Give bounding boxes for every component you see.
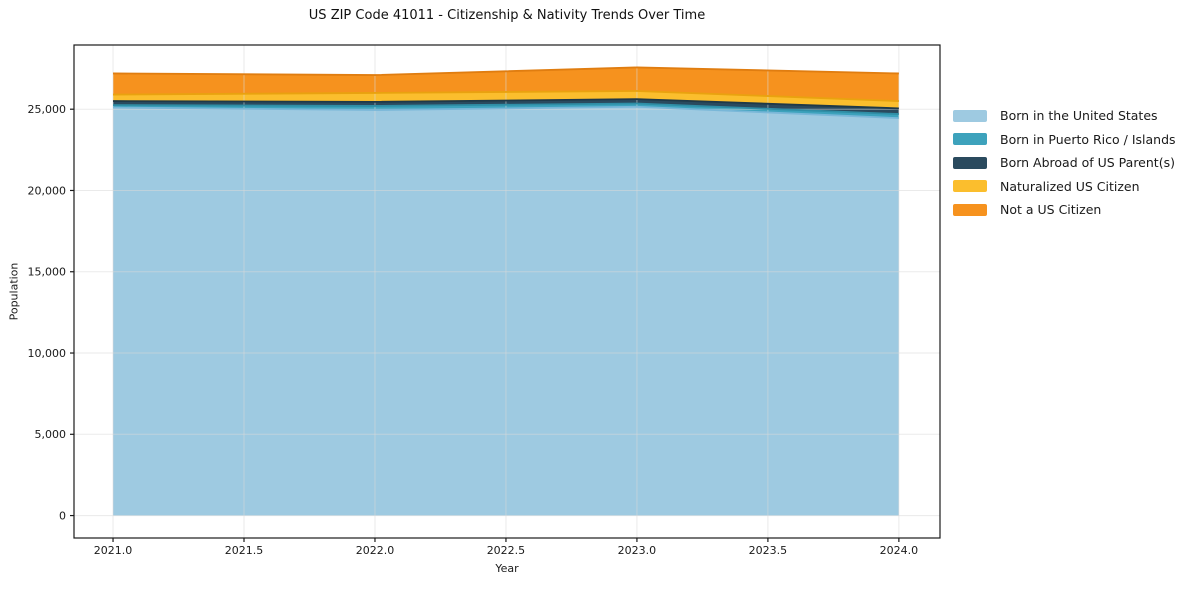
y-tick-label: 20,000 bbox=[28, 184, 67, 197]
x-tick-label: 2024.0 bbox=[880, 544, 919, 557]
legend-item: Naturalized US Citizen bbox=[953, 175, 1176, 199]
legend-swatch bbox=[953, 156, 987, 169]
y-tick-label: 10,000 bbox=[28, 347, 67, 360]
y-axis-label: Population bbox=[7, 262, 21, 321]
legend-label: Born in the United States bbox=[1000, 108, 1158, 124]
plot-spines bbox=[73, 44, 941, 539]
x-tick-label: 2023.0 bbox=[618, 544, 657, 557]
y-tick-label: 5,000 bbox=[35, 428, 67, 441]
area-edge-line bbox=[113, 98, 899, 110]
x-axis-label: Year bbox=[495, 562, 519, 575]
y-tick-label: 0 bbox=[59, 509, 66, 522]
legend-item: Born in Puerto Rico / Islands bbox=[953, 128, 1176, 152]
y-tick-label: 25,000 bbox=[28, 103, 67, 116]
legend-label: Not a US Citizen bbox=[1000, 202, 1102, 218]
area-edge-line bbox=[113, 105, 899, 120]
area-edge-line bbox=[113, 66, 899, 76]
legend-label: Naturalized US Citizen bbox=[1000, 178, 1140, 194]
legend-swatch bbox=[953, 109, 987, 122]
x-tick-label: 2022.0 bbox=[356, 544, 395, 557]
legend-item: Born in the United States bbox=[953, 104, 1176, 128]
legend-swatch bbox=[953, 133, 987, 146]
area-layer bbox=[113, 103, 899, 119]
y-tick-label: 15,000 bbox=[28, 266, 67, 279]
legend: Born in the United States Born in Puerto… bbox=[953, 104, 1176, 222]
chart-title: US ZIP Code 41011 - Citizenship & Nativi… bbox=[308, 8, 706, 23]
x-tick-label: 2023.5 bbox=[749, 544, 788, 557]
area-edge-line bbox=[113, 90, 899, 102]
x-tick-label: 2021.5 bbox=[225, 544, 264, 557]
area-layer bbox=[113, 99, 899, 115]
legend-item: Not a US Citizen bbox=[953, 198, 1176, 222]
legend-item: Born Abroad of US Parent(s) bbox=[953, 151, 1176, 175]
legend-swatch bbox=[953, 180, 987, 193]
legend-swatch bbox=[953, 203, 987, 216]
x-tick-label: 2022.5 bbox=[487, 544, 526, 557]
x-tick-label: 2021.0 bbox=[94, 544, 133, 557]
legend-label: Born Abroad of US Parent(s) bbox=[1000, 155, 1175, 171]
legend-label: Born in Puerto Rico / Islands bbox=[1000, 131, 1176, 147]
area-edge-line bbox=[113, 102, 899, 115]
